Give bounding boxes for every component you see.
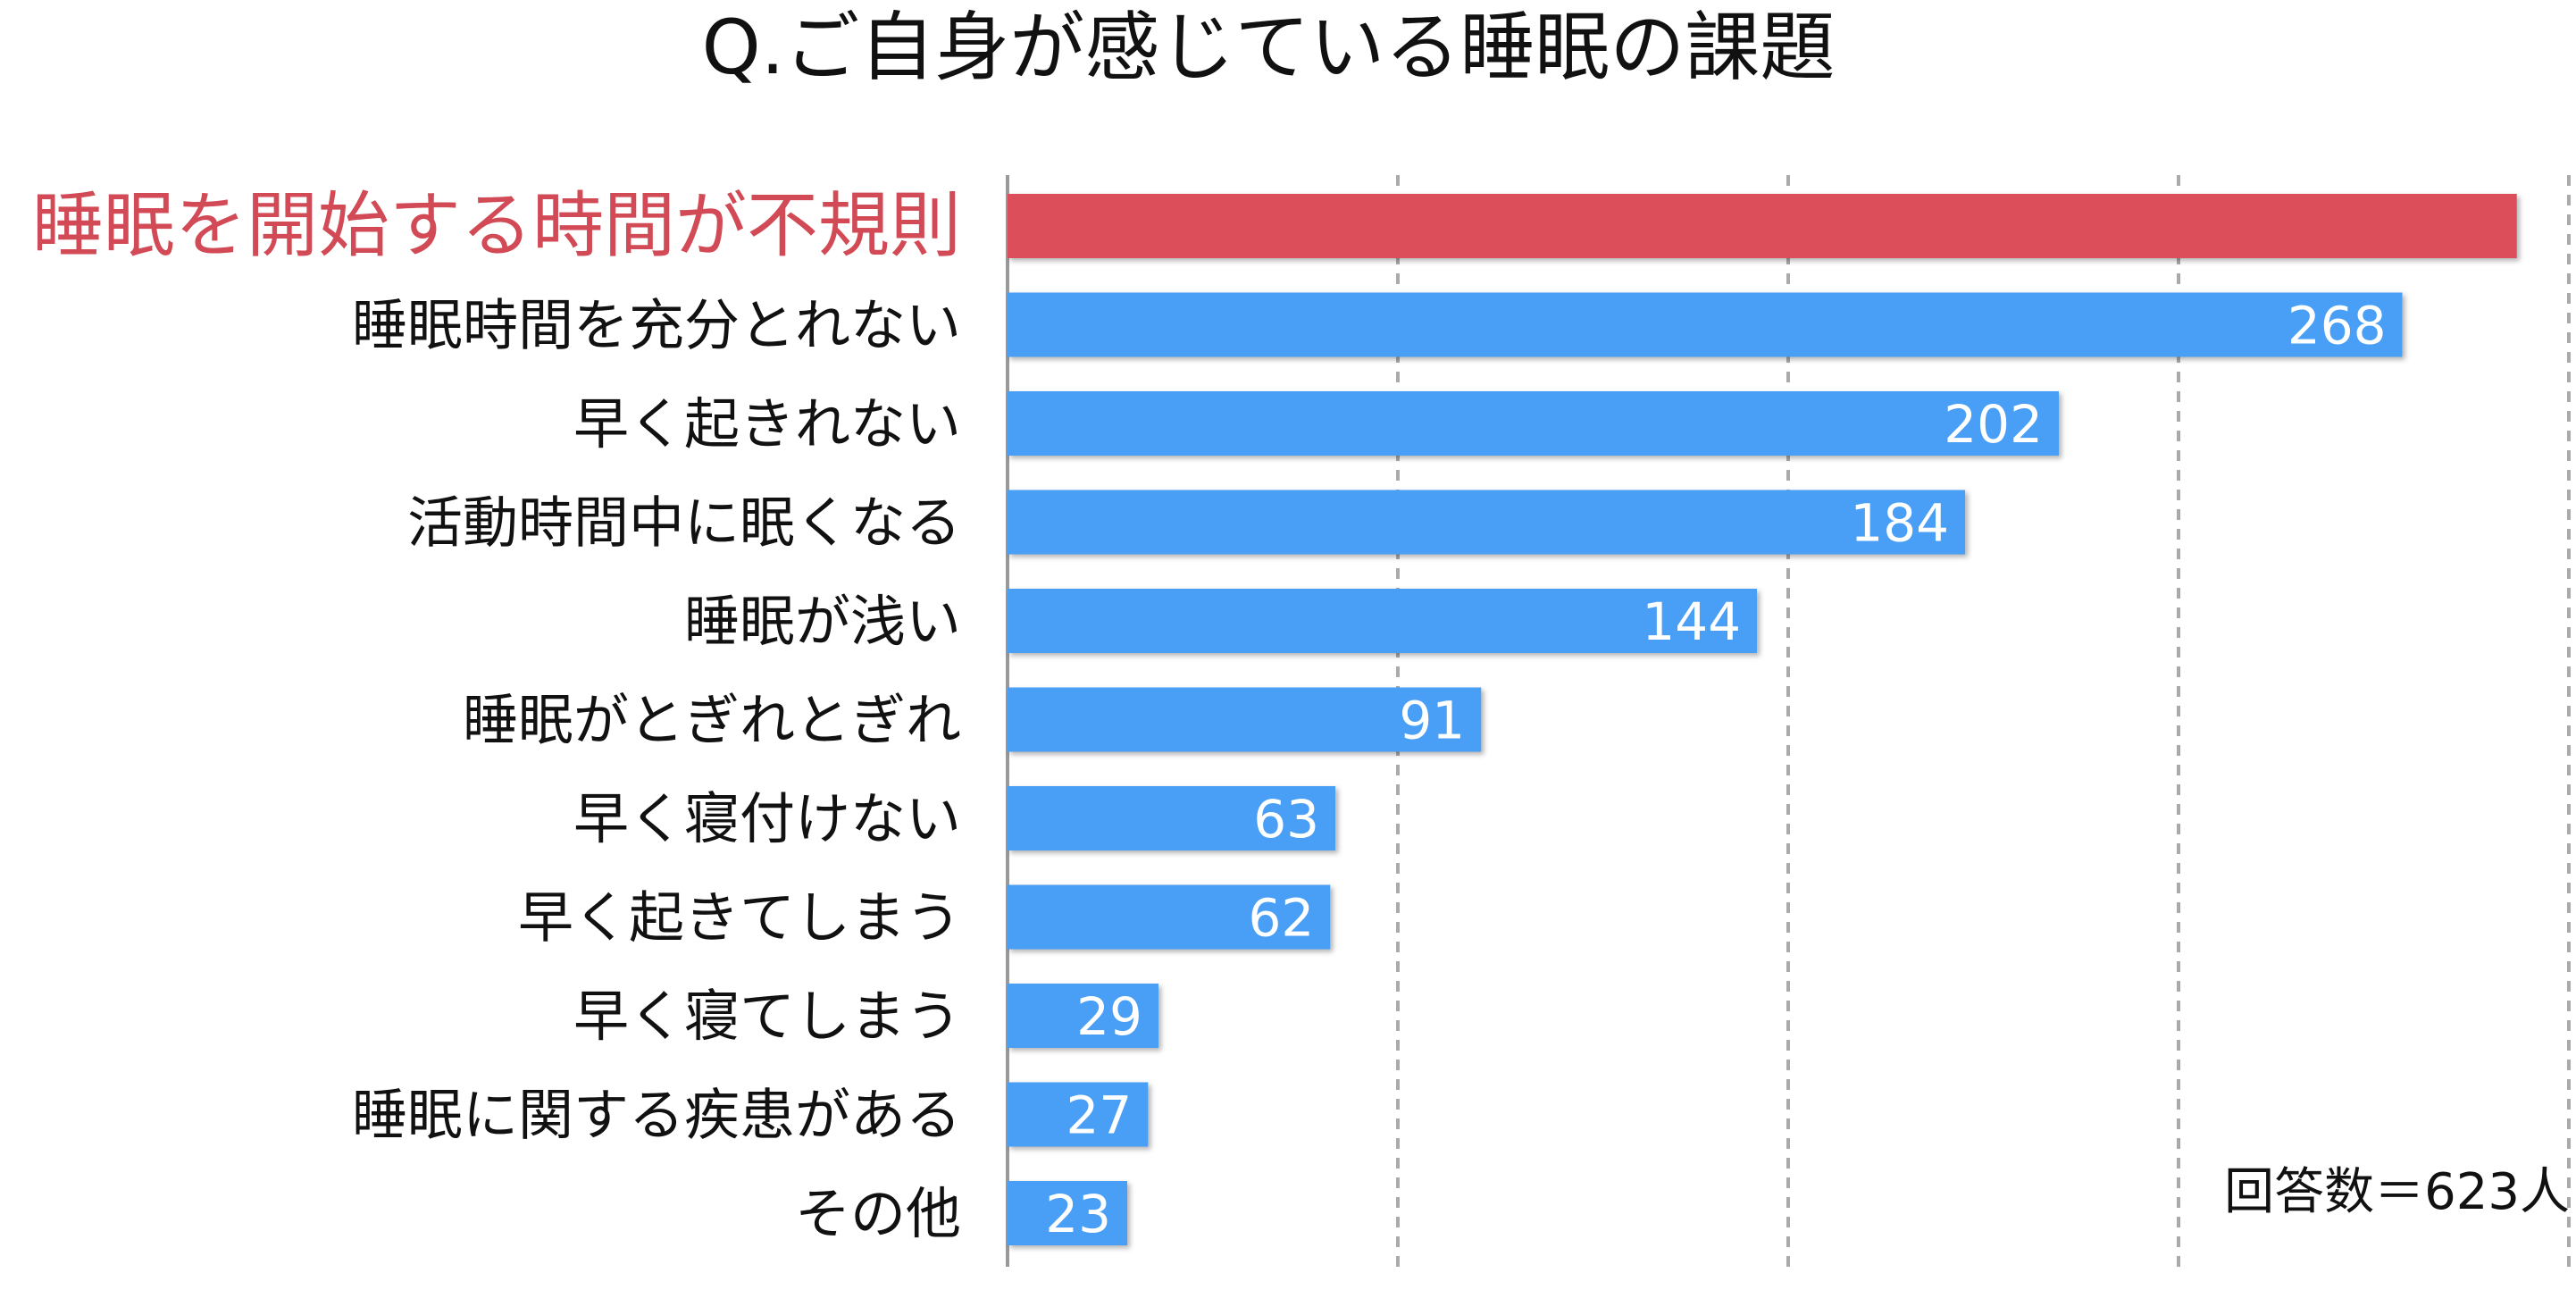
category-label: 早く起きれない [573,391,961,457]
sample-size-note: 回答数＝623人 [2224,1163,2570,1221]
category-labels: 睡眠を開始する時間が不規則睡眠時間を充分とれない早く起きれない活動時間中に眠くな… [32,184,961,1246]
bar [1008,589,1758,653]
bar [1008,490,1966,555]
category-label: 早く寝てしまう [573,984,961,1049]
value-label: 62 [1248,888,1314,949]
value-label: 268 [2287,296,2387,356]
value-label: 184 [1850,493,1949,554]
bar [1008,687,1482,752]
bar [1008,884,1331,950]
value-label: 29 [1076,986,1142,1047]
bar [1008,1181,1128,1245]
value-label: 202 [1944,394,2043,455]
value-labels: 268 202 184 144 91 63 62 29 27 23 [1045,296,2386,1245]
bar [1008,1082,1149,1147]
value-label: 63 [1253,789,1319,850]
bar [1008,984,1158,1048]
chart-title: Q.ご自身が感じている睡眠の課題 [702,4,1836,91]
category-label: 睡眠に関する疾患がある [352,1083,961,1148]
value-label: 27 [1066,1085,1133,1146]
category-label: 活動時間中に眠くなる [407,490,961,556]
value-label: 91 [1399,691,1465,751]
bar-highlight [1008,194,2517,258]
category-label: 睡眠時間を充分とれない [352,293,961,358]
bar [1008,292,2403,357]
bars-layer [1008,194,2517,1245]
category-label: 早く寝付けない [573,786,961,851]
category-label: 睡眠がとぎれとぎれ [463,688,961,753]
value-label: 23 [1045,1184,1111,1244]
category-label: 早く起きてしまう [518,885,961,951]
category-label: 睡眠が浅い [684,589,961,654]
bar [1008,786,1336,850]
value-label: 144 [1642,591,1741,652]
bar [1008,391,2059,456]
category-label: その他 [795,1181,961,1246]
category-label: 睡眠を開始する時間が不規則 [32,184,961,267]
